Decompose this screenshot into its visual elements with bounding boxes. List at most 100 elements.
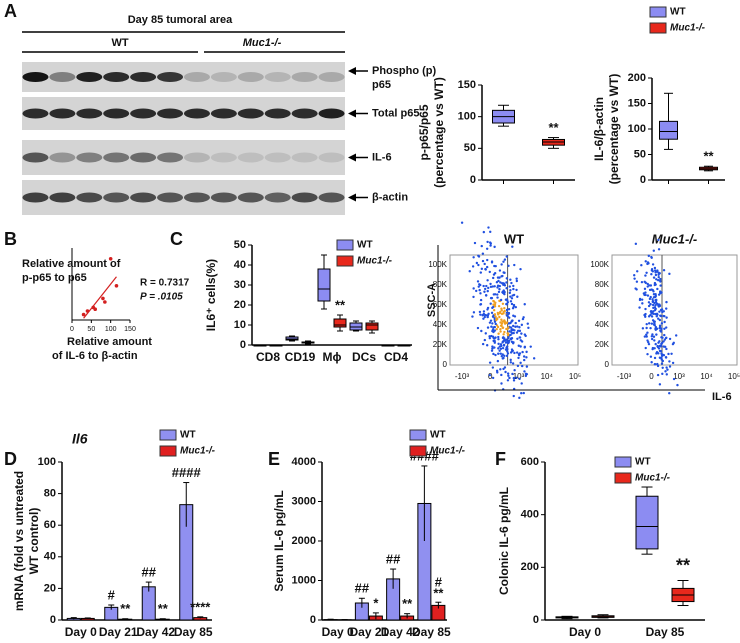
flow-event	[502, 260, 505, 263]
flow-event	[640, 280, 644, 284]
flow-event	[660, 336, 663, 339]
x-tick-label: Day 85	[412, 625, 451, 639]
flow-event	[502, 336, 505, 339]
flow-event	[488, 361, 492, 364]
flow-event	[493, 313, 497, 316]
flow-event	[635, 280, 639, 283]
flow-event	[477, 263, 480, 267]
box	[317, 268, 331, 302]
y-tick-label: 100	[38, 456, 56, 468]
flow-event	[663, 333, 666, 337]
flow-event	[660, 352, 663, 355]
flow-event	[507, 326, 510, 329]
flow-event	[524, 374, 528, 378]
blot-band	[318, 108, 345, 119]
flow-event	[503, 271, 506, 275]
flow-event	[499, 343, 503, 346]
blot-band	[210, 192, 237, 203]
flow-event	[521, 350, 524, 354]
flow-event	[663, 314, 666, 318]
flow-event	[658, 340, 661, 343]
flow-event	[525, 365, 529, 368]
flow-event	[634, 242, 638, 246]
flow-event	[496, 359, 500, 363]
panel-letter: B	[4, 229, 17, 249]
flow-event	[495, 318, 498, 321]
flow-x-tick: 10⁵	[728, 372, 740, 381]
legend-label: WT	[430, 430, 446, 441]
flow-event	[662, 340, 665, 343]
flow-event	[489, 302, 492, 305]
flow-event	[500, 373, 503, 377]
flow-event	[665, 366, 668, 369]
blot-band	[157, 192, 184, 203]
flow-event	[653, 347, 656, 350]
flow-event	[647, 301, 651, 304]
flow-event	[505, 287, 508, 290]
flow-event	[520, 340, 524, 343]
flow-x-tick: 0	[649, 372, 654, 381]
blot-band	[130, 72, 157, 82]
y-tick-label: 50	[234, 239, 246, 251]
flow-event	[497, 342, 500, 346]
flow-event	[512, 284, 515, 288]
flow-event	[476, 326, 480, 330]
flow-event	[493, 285, 496, 288]
annotation: ##	[142, 565, 157, 580]
flow-event	[514, 305, 518, 309]
flow-event	[482, 230, 486, 234]
flow-event	[519, 345, 522, 348]
y-tick-label: 30	[234, 279, 246, 291]
flow-x-tick: -10³	[455, 372, 470, 381]
x-tick-label: DCs	[352, 350, 376, 364]
flow-event	[526, 322, 529, 325]
flow-event	[513, 368, 516, 372]
flow-event	[500, 322, 504, 325]
y-tick-label: 50	[464, 142, 476, 154]
flow-event	[498, 349, 501, 352]
x-tick-label: Day 21	[99, 625, 138, 639]
flow-event	[650, 337, 654, 341]
flow-event	[665, 373, 668, 376]
flow-event	[493, 320, 497, 323]
flow-event	[471, 265, 475, 268]
box	[635, 495, 659, 550]
blot-band	[157, 72, 184, 82]
flow-y-tick: 20K	[595, 340, 610, 349]
flow-event	[674, 334, 678, 337]
annotation: **	[676, 555, 690, 575]
flow-event	[656, 287, 659, 291]
annotation: ####	[172, 465, 202, 480]
flow-event	[503, 322, 507, 325]
blot-label: Total p65	[372, 107, 419, 119]
flow-event	[661, 366, 664, 369]
flow-event	[663, 327, 666, 330]
x-tick-label: 0	[70, 326, 74, 333]
blot-band	[103, 108, 130, 119]
flow-event	[491, 347, 494, 350]
flow-event	[496, 293, 499, 296]
flow-event	[643, 335, 647, 338]
flow-event	[490, 296, 494, 300]
flow-event	[660, 342, 663, 345]
flow-event	[502, 333, 505, 336]
x-axis-label: Relative amount	[67, 336, 152, 348]
y-tick-label: 1000	[292, 574, 316, 586]
y-axis-label: IL-6/β-actin	[592, 97, 606, 161]
flow-event	[506, 333, 510, 337]
flow-event	[497, 352, 500, 355]
flow-event	[638, 298, 642, 302]
flow-event	[640, 264, 643, 267]
y-tick-label: 40	[44, 551, 56, 563]
flow-event	[653, 363, 657, 366]
box	[659, 120, 678, 140]
blot-band	[76, 152, 103, 163]
flow-event	[633, 274, 636, 277]
flow-event	[507, 264, 510, 268]
blot-band	[183, 152, 210, 163]
flow-event	[645, 326, 648, 330]
flow-event	[653, 266, 657, 270]
y-axis-label: WT control)	[27, 508, 41, 575]
flow-event	[480, 244, 483, 248]
flow-event	[648, 297, 652, 301]
